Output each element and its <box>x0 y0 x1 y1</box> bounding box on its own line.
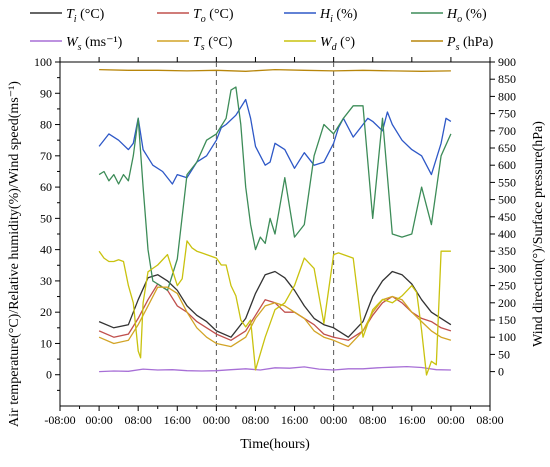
x-tick-label: 16:00 <box>398 413 425 427</box>
legend-subscript: o <box>201 14 206 25</box>
y-right-tick-label: 600 <box>498 158 516 172</box>
y-left-tick-label: 30 <box>40 274 52 288</box>
legend-symbol: T <box>193 7 202 22</box>
legend-subscript: d <box>332 42 338 53</box>
x-tick-label: 00:00 <box>320 413 347 427</box>
y-right-tick-label: 400 <box>498 227 516 241</box>
series-line-ho <box>98 86 452 291</box>
y-right-axis-title: Wind direction(°)/Surface pressure(hPa) <box>531 121 546 347</box>
legend-item-ps: Ps (hPa) <box>411 35 494 53</box>
legend-item-ts: Ts (°C) <box>157 35 233 53</box>
series-line-ps <box>99 68 451 72</box>
y-left-tick-label: 90 <box>40 86 52 100</box>
series-line-to <box>98 283 452 341</box>
y-left-tick-label: 80 <box>40 118 52 132</box>
y-right-tick-label: 50 <box>498 347 510 361</box>
legend-label-ts: Ts (°C) <box>193 35 233 53</box>
legend-symbol: W <box>66 35 79 50</box>
y-left-tick-label: 10 <box>40 336 52 350</box>
legend-label-ho: Ho (%) <box>446 7 487 25</box>
legend-label-ps: Ps (hPa) <box>446 35 494 53</box>
legend-unit: (hPa) <box>459 35 493 50</box>
x-tick-label: 00:00 <box>203 413 230 427</box>
x-tick-label: 08:00 <box>476 413 503 427</box>
y-right-tick-label: 750 <box>498 107 516 121</box>
y-right-tick-label: 100 <box>498 330 516 344</box>
y-right-tick-label: 900 <box>498 55 516 69</box>
y-right-tick-label: 650 <box>498 141 516 155</box>
y-right-tick-label: 200 <box>498 296 516 310</box>
legend-symbol: H <box>446 7 458 22</box>
y-right-tick-label: 500 <box>498 193 516 207</box>
x-tick-label: 00:00 <box>85 413 112 427</box>
legend-subscript: i <box>330 14 333 25</box>
legend-unit: (°C) <box>206 7 234 22</box>
y-left-tick-label: 20 <box>40 305 52 319</box>
y-right-tick-label: 250 <box>498 279 516 293</box>
y-right-tick-label: 850 <box>498 72 516 86</box>
y-left-axis-title: Air temperature(°C)/Relative humidity(%)… <box>7 81 22 427</box>
x-tick-label: 08:00 <box>242 413 269 427</box>
x-tick-label: 16:00 <box>164 413 191 427</box>
legend-symbol: W <box>320 35 333 50</box>
legend-label-ti: Ti (°C) <box>66 7 105 25</box>
legend-item-wd: Wd (°) <box>284 35 355 53</box>
y-right-tick-label: 700 <box>498 124 516 138</box>
legend-subscript: s <box>201 42 205 53</box>
legend-symbol: T <box>66 7 75 22</box>
legend-unit: (%) <box>333 7 358 22</box>
legend-item-to: To (°C) <box>157 7 234 25</box>
legend-unit: (°C) <box>77 7 105 22</box>
series-line-ti <box>98 270 452 338</box>
legend-item-ho: Ho (%) <box>411 7 487 25</box>
x-tick-label: 08:00 <box>125 413 152 427</box>
legend-symbol: H <box>319 7 331 22</box>
legend-subscript: s <box>456 42 460 53</box>
y-left-tick-label: 0 <box>46 368 52 382</box>
legend-symbol: T <box>193 35 202 50</box>
legend-subscript: i <box>74 14 77 25</box>
x-axis-title: Time(hours) <box>240 437 310 452</box>
legend-label-hi: Hi (%) <box>319 7 358 25</box>
legend-unit: (°C) <box>205 35 233 50</box>
legend-item-ti: Ti (°C) <box>30 7 105 25</box>
series-line-hi <box>98 98 452 185</box>
legend-unit: (ms⁻¹) <box>82 35 123 50</box>
legend-subscript: s <box>78 42 82 53</box>
y-right-tick-label: 550 <box>498 175 516 189</box>
y-right-tick-label: 300 <box>498 261 516 275</box>
legend-item-ws: Ws (ms⁻¹) <box>30 35 123 53</box>
y-left-tick-label: 70 <box>40 149 52 163</box>
legend-label-wd: Wd (°) <box>320 35 355 53</box>
y-left-tick-label: 40 <box>40 243 52 257</box>
y-left-tick-label: 60 <box>40 180 52 194</box>
series-line-wd <box>98 240 451 376</box>
x-tick-label: 08:00 <box>359 413 386 427</box>
legend-unit: (°) <box>337 35 356 50</box>
y-left-tick-label: 50 <box>40 211 52 225</box>
series-line-ts <box>98 286 452 348</box>
y-left-tick-label: 100 <box>34 55 52 69</box>
y-right-tick-label: 0 <box>498 365 504 379</box>
x-tick-label: 00:00 <box>437 413 464 427</box>
y-right-tick-label: 350 <box>498 244 516 258</box>
legend-symbol: P <box>446 35 456 50</box>
x-tick-label: -08:00 <box>44 413 75 427</box>
legend-unit: (%) <box>462 7 487 22</box>
legend-subscript: o <box>457 14 462 25</box>
legend-item-hi: Hi (%) <box>284 7 358 25</box>
x-tick-label: 16:00 <box>281 413 308 427</box>
series-line-ws <box>99 365 451 373</box>
y-right-tick-label: 800 <box>498 89 516 103</box>
y-right-tick-label: 450 <box>498 210 516 224</box>
legend-label-to: To (°C) <box>193 7 234 25</box>
y-right-tick-label: 150 <box>498 313 516 327</box>
legend-label-ws: Ws (ms⁻¹) <box>66 35 123 53</box>
